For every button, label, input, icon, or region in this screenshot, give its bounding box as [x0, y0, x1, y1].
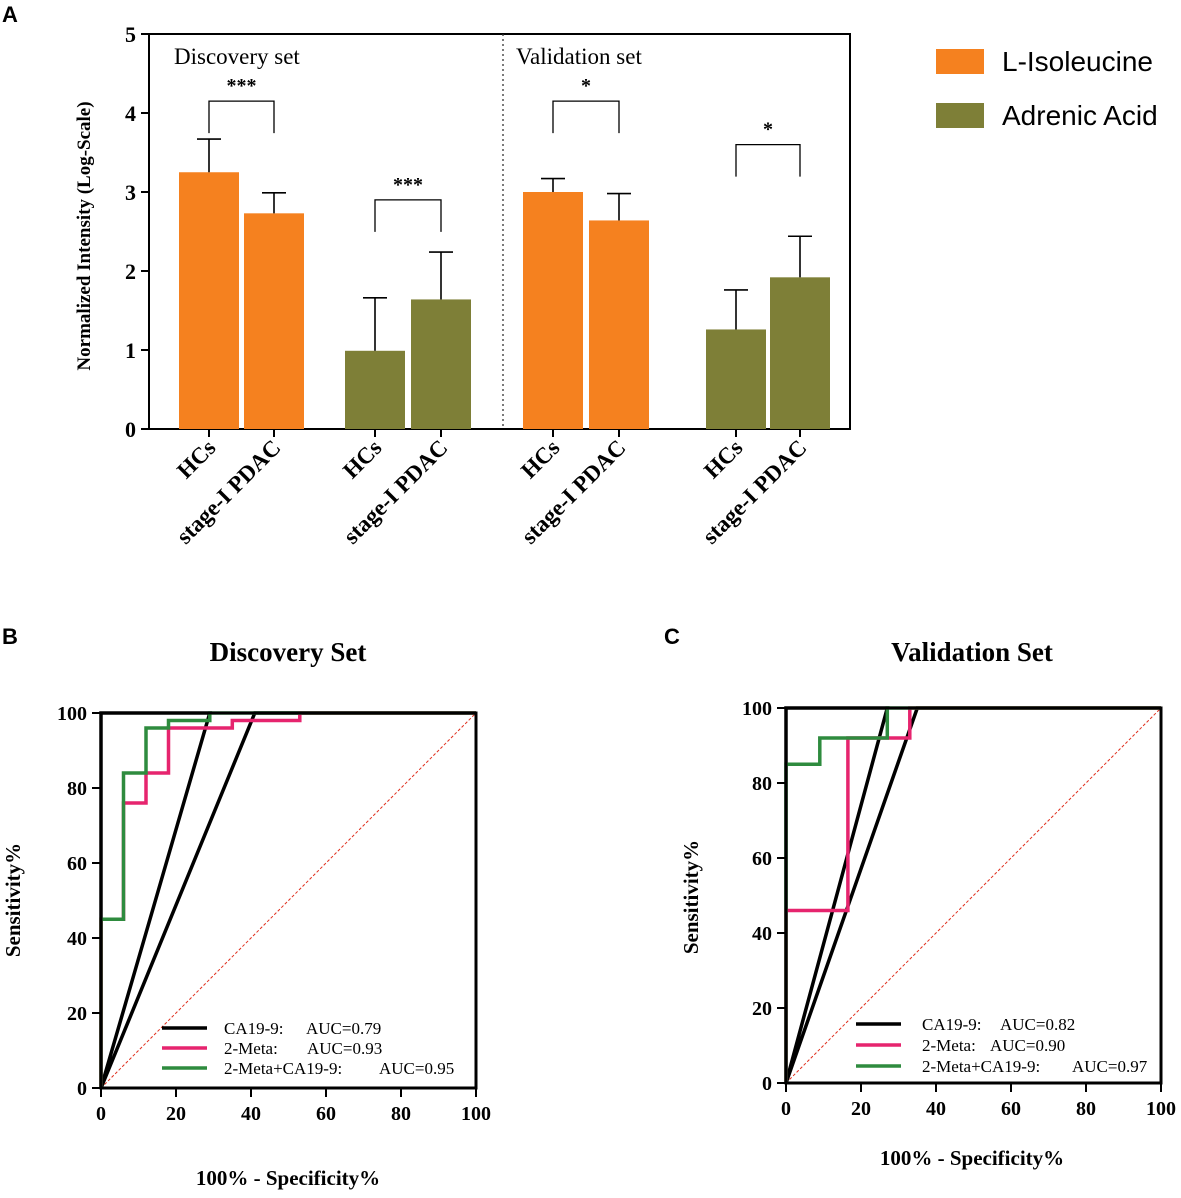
- roc-x-tick-label: 0: [96, 1103, 106, 1125]
- roc-legend-auc: AUC=0.79: [306, 1019, 381, 1038]
- roc-y-tick-label: 100: [57, 703, 87, 725]
- roc-y-tick-label: 40: [752, 923, 772, 945]
- roc-x-tick-label: 60: [316, 1103, 336, 1125]
- chart-c-y-axis-label: Sensitivity%: [679, 840, 703, 954]
- roc-legend-auc: AUC=0.82: [1000, 1015, 1075, 1034]
- chart-a-bar: [411, 299, 471, 429]
- chart-c-x-axis-label: 100% - Specificity%: [880, 1146, 1064, 1170]
- chart-a-y-tick-label: 2: [125, 259, 136, 284]
- chart-a-y-tick-label: 3: [125, 180, 136, 205]
- chart-a-y-axis-label: Normalized Intensity (Log-Scale): [74, 101, 95, 370]
- roc-x-tick-label: 80: [1076, 1098, 1096, 1120]
- roc-legend-label: 2-Meta+CA19-9:: [224, 1059, 342, 1078]
- legend-label-adrenic-acid: Adrenic Acid: [1002, 100, 1158, 131]
- chart-a-significance-label: *: [581, 75, 591, 97]
- roc-legend-label: 2-Meta+CA19-9:: [922, 1057, 1040, 1076]
- chart-b-y-axis-label: Sensitivity%: [1, 843, 25, 957]
- chart-a-x-tick-label: HCs: [338, 435, 386, 483]
- roc-x-tick-label: 40: [926, 1098, 946, 1120]
- chart-a-x-tick-label: HCs: [699, 435, 747, 483]
- legend-swatch-l-isoleucine: [936, 49, 984, 74]
- chart-a-significance-bracket: [552, 100, 620, 134]
- roc-y-tick-label: 80: [67, 778, 87, 800]
- chart-a-significance-label: ***: [227, 75, 257, 97]
- roc-frame: [784, 706, 1163, 1085]
- roc-y-tick-label: 20: [752, 998, 772, 1020]
- chart-a-bar: [770, 277, 830, 429]
- chart-a-bar: [523, 192, 583, 429]
- chart-a-section-label-discovery: Discovery set: [174, 44, 300, 69]
- roc-legend-label: CA19-9:: [224, 1019, 284, 1038]
- roc-frame: [99, 711, 478, 1090]
- roc-reference-line: [785, 707, 1162, 1084]
- chart-a-section-label-validation: Validation set: [516, 44, 642, 69]
- roc-x-tick-label: 60: [1001, 1098, 1021, 1120]
- roc-reference-line: [100, 712, 477, 1089]
- chart-a-x-tick-label: HCs: [516, 435, 564, 483]
- roc-legend-auc: AUC=0.90: [990, 1036, 1065, 1055]
- roc-x-tick-label: 20: [851, 1098, 871, 1120]
- roc-x-tick-label: 100: [1146, 1098, 1176, 1120]
- roc-y-tick-label: 60: [752, 848, 772, 870]
- roc-y-tick-label: 80: [752, 773, 772, 795]
- panel-letter-b: B: [2, 624, 18, 649]
- chart-a-significance-bracket: [208, 100, 275, 134]
- roc-legend-auc: AUC=0.97: [1072, 1057, 1148, 1076]
- panel-letter-a: A: [2, 2, 18, 27]
- chart-a-x-tick-label: HCs: [172, 435, 220, 483]
- roc-legend-label: CA19-9:: [922, 1015, 982, 1034]
- roc-y-tick-label: 40: [67, 928, 87, 950]
- legend-label-l-isoleucine: L-Isoleucine: [1002, 46, 1153, 77]
- chart-a-bar: [179, 172, 239, 429]
- panel-letter-c: C: [664, 624, 680, 649]
- roc-x-tick-label: 20: [166, 1103, 186, 1125]
- roc-y-tick-label: 20: [67, 1003, 87, 1025]
- chart-a-significance-label: *: [763, 119, 773, 141]
- legend-swatch-adrenic-acid: [936, 103, 984, 128]
- roc-legend-auc: AUC=0.93: [307, 1039, 382, 1058]
- chart-a-bar: [706, 329, 766, 429]
- roc-y-tick-label: 0: [762, 1073, 772, 1095]
- roc-y-tick-label: 0: [77, 1078, 87, 1100]
- roc-legend-auc: AUC=0.95: [379, 1059, 454, 1078]
- chart-a-significance-label: ***: [393, 174, 423, 196]
- roc-x-tick-label: 80: [391, 1103, 411, 1125]
- roc-legend-label: 2-Meta:: [224, 1039, 278, 1058]
- roc-x-tick-label: 100: [461, 1103, 491, 1125]
- chart-a-y-tick-label: 5: [125, 22, 136, 47]
- roc-curve-2-meta-ca19-9: [99, 711, 476, 1088]
- chart-c-title: Validation Set: [891, 637, 1053, 667]
- chart-a-y-tick-label: 0: [125, 417, 136, 442]
- chart-a-y-tick-label: 4: [125, 101, 136, 126]
- roc-x-tick-label: 0: [781, 1098, 791, 1120]
- chart-a-bar: [244, 213, 304, 429]
- roc-y-tick-label: 60: [67, 853, 87, 875]
- roc-y-tick-label: 100: [742, 698, 772, 720]
- chart-a-frame: [148, 33, 851, 430]
- chart-a-significance-bracket: [374, 199, 442, 232]
- chart-b-plot-area: 00 20 20 40 40 60 60 80 80 100 100 CA19-9: AUC=0.79 2…: [57, 703, 491, 1125]
- chart-b-x-axis-label: 100% - Specificity%: [196, 1166, 380, 1190]
- chart-a-significance-bracket: [735, 143, 801, 177]
- chart-a-bar: [345, 350, 405, 429]
- roc-x-tick-label: 40: [241, 1103, 261, 1125]
- chart-a-bar: [589, 220, 649, 429]
- chart-c-plot-area: 00 20 20 40 40 60 60 80 80 100 100 CA19-9: AUC=0.82 2…: [742, 698, 1176, 1120]
- chart-b-title: Discovery Set: [210, 637, 367, 667]
- chart-a-y-tick-label: 1: [125, 338, 136, 363]
- roc-legend-label: 2-Meta:: [922, 1036, 976, 1055]
